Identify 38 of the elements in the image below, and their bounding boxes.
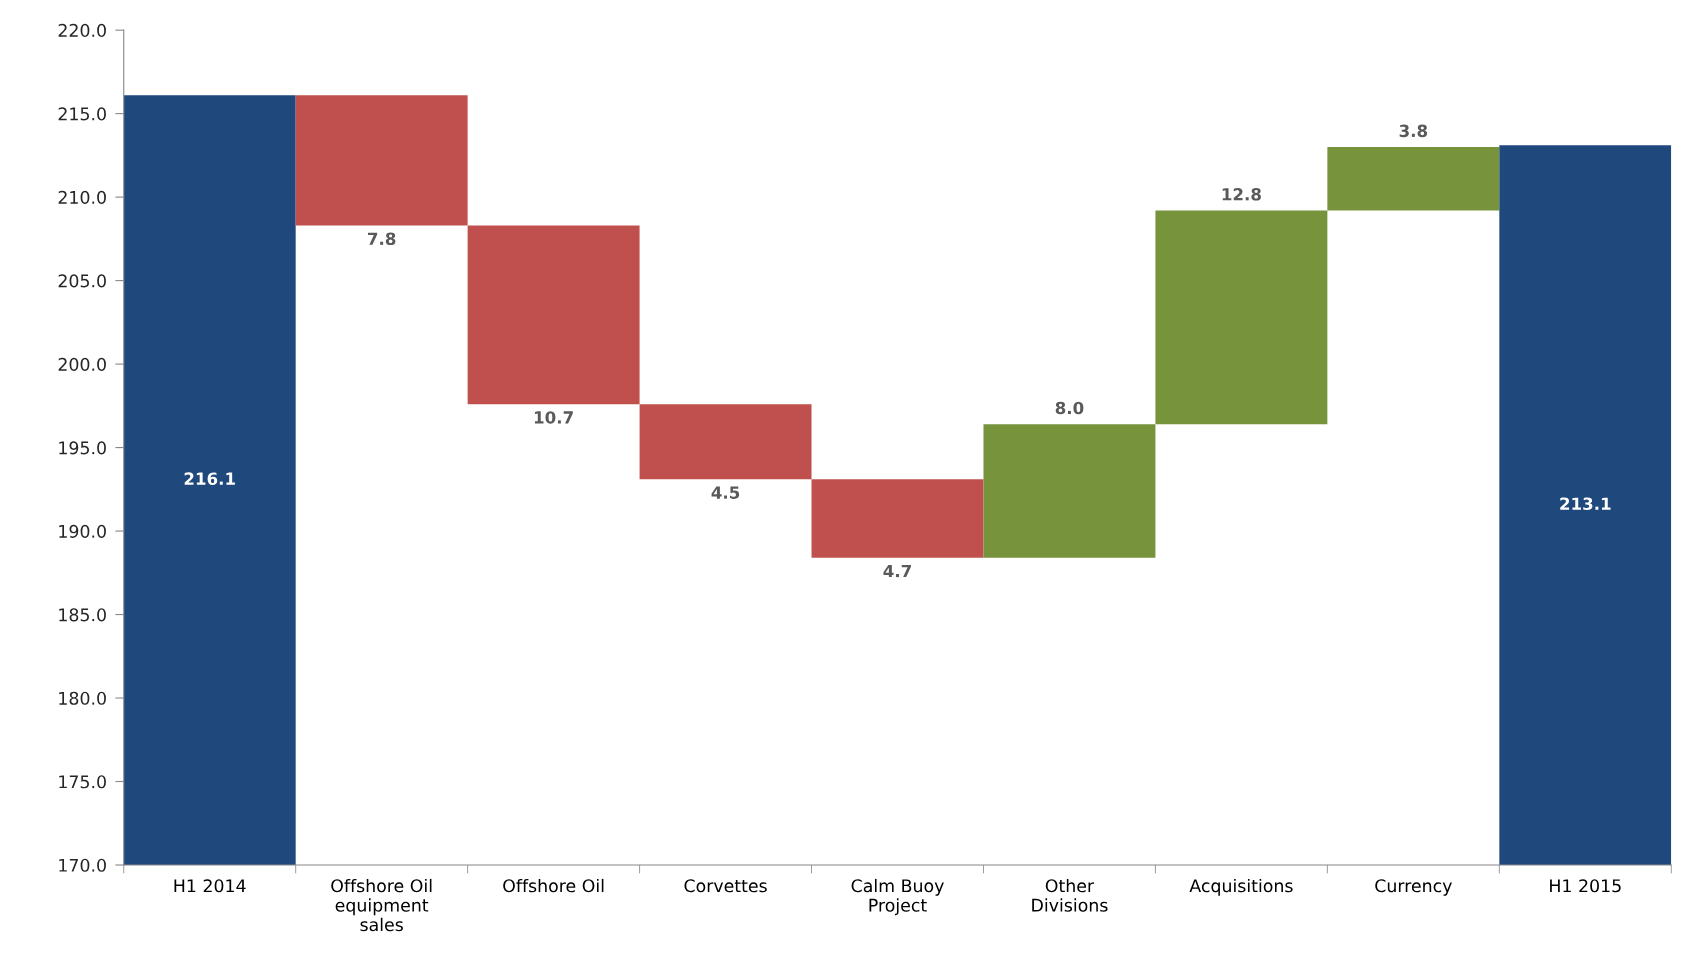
x-tick-label: H1 2014 bbox=[174, 879, 246, 893]
y-tick-label: 210.0 bbox=[58, 190, 106, 204]
y-tick-label: 205.0 bbox=[58, 274, 106, 288]
data-label: 4.7 bbox=[883, 564, 911, 578]
bar bbox=[295, 95, 468, 226]
y-tick-label: 215.0 bbox=[58, 107, 106, 121]
x-tick-label: Acquisitions bbox=[1189, 878, 1293, 896]
bar bbox=[1327, 147, 1500, 211]
x-tick-label: Other Divisions bbox=[1032, 878, 1108, 912]
x-tick-label: Corvettes bbox=[684, 879, 767, 893]
bar bbox=[983, 424, 1156, 558]
y-tick-label: 185.0 bbox=[59, 608, 106, 622]
y-tick-label: 170.0 bbox=[59, 858, 106, 872]
bar bbox=[811, 479, 984, 558]
data-label: 7.8 bbox=[368, 232, 396, 246]
y-tick-label: 180.0 bbox=[59, 691, 106, 705]
x-tick-label: H1 2015 bbox=[1550, 879, 1621, 893]
y-tick-label: 190.0 bbox=[59, 524, 106, 538]
y-tick-label: 195.0 bbox=[59, 441, 106, 455]
bar bbox=[1155, 210, 1328, 425]
data-label: 213.1 bbox=[1560, 497, 1611, 511]
bar bbox=[1499, 145, 1672, 865]
x-tick-label: Calm Buoy Project bbox=[851, 878, 944, 916]
data-label: 4.5 bbox=[711, 486, 740, 499]
y-tick-label: 200.0 bbox=[58, 357, 106, 371]
bar bbox=[467, 225, 640, 405]
data-label: 10.7 bbox=[534, 411, 573, 424]
x-tick-label: Offshore Oil bbox=[503, 878, 604, 893]
bar bbox=[639, 404, 812, 480]
data-label: 8.0 bbox=[1055, 401, 1084, 415]
y-tick-label: 175.0 bbox=[59, 775, 106, 789]
bar bbox=[123, 95, 296, 865]
data-label: 216.1 bbox=[184, 472, 235, 485]
data-label: 12.8 bbox=[1222, 187, 1261, 201]
x-tick-label: Offshore Oil equipment sales bbox=[331, 878, 432, 932]
y-tick-label: 220.0 bbox=[58, 23, 106, 38]
data-label: 3.8 bbox=[1399, 124, 1428, 138]
x-tick-label: Currency bbox=[1375, 879, 1452, 896]
